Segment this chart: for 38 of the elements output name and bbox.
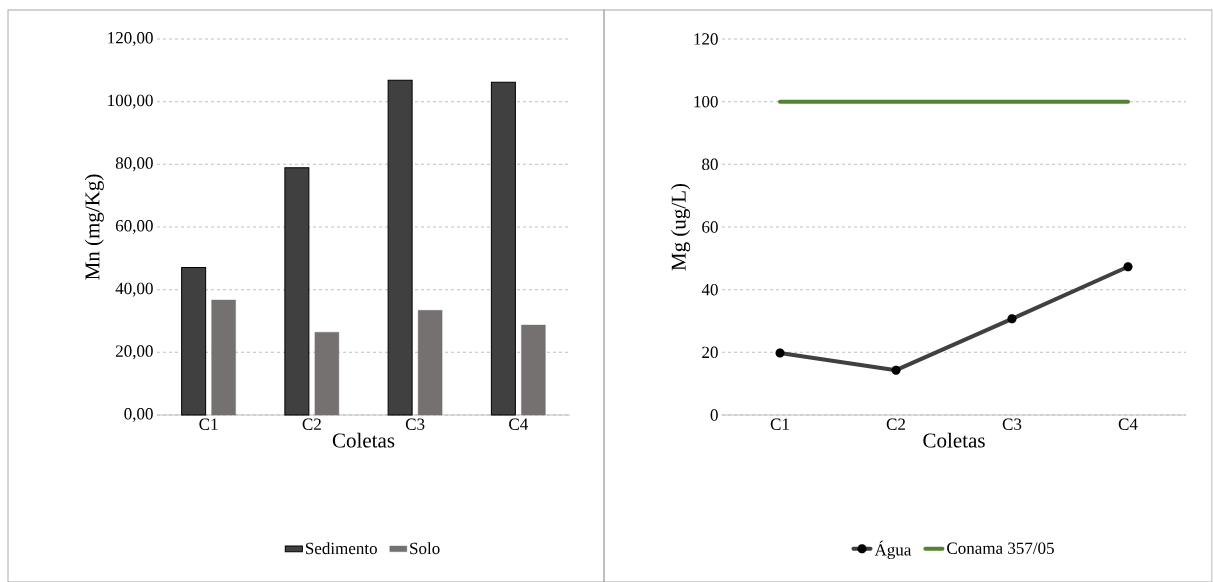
y-tick-label: 0,00 <box>124 408 153 422</box>
legend-label: Água <box>874 540 912 560</box>
bar <box>521 324 546 416</box>
y-tick-label: 80 <box>702 158 718 171</box>
y-tick-label: 100 <box>694 95 718 108</box>
y-tick-label: 40 <box>701 283 718 296</box>
bar <box>284 167 310 416</box>
bar <box>417 310 443 416</box>
x-tick-label: C3 <box>405 418 425 430</box>
bar <box>181 266 207 416</box>
x-tick-label: C2 <box>886 418 905 430</box>
legend-label: Conama 357/05 <box>947 542 1054 554</box>
y-tick-label: 120,00 <box>108 32 153 46</box>
x-tick-label: C4 <box>1118 418 1138 430</box>
legend-label: Sedimento <box>306 542 377 555</box>
x-tick-label: C4 <box>509 418 529 430</box>
y-tick-label: 20 <box>702 346 718 359</box>
y-axis-title: Mg (ug/L) <box>671 183 691 271</box>
x-tick-label: C1 <box>199 418 218 430</box>
y-tick-label: 120 <box>694 33 718 45</box>
y-tick-label: 40,00 <box>115 282 153 297</box>
x-tick-label: C3 <box>1002 418 1022 430</box>
bar <box>314 332 340 416</box>
y-tick-label: 60 <box>702 221 718 233</box>
y-tick-label: 60,00 <box>115 220 153 234</box>
y-tick-label: 20,00 <box>115 345 153 360</box>
x-axis-title: Coletas <box>923 432 985 448</box>
y-tick-label: 80,00 <box>115 157 153 172</box>
x-tick-label: C1 <box>770 418 789 430</box>
y-tick-label: 100,00 <box>108 94 153 109</box>
x-axis-title: Coletas <box>332 432 395 448</box>
bar <box>490 81 516 416</box>
legend-label: Solo <box>410 542 440 555</box>
bar <box>211 299 236 416</box>
y-axis-title: Mn (mg/Kg) <box>84 174 104 280</box>
y-tick-label: 0 <box>710 409 718 421</box>
x-tick-label: C2 <box>302 418 321 430</box>
bar <box>387 79 413 416</box>
